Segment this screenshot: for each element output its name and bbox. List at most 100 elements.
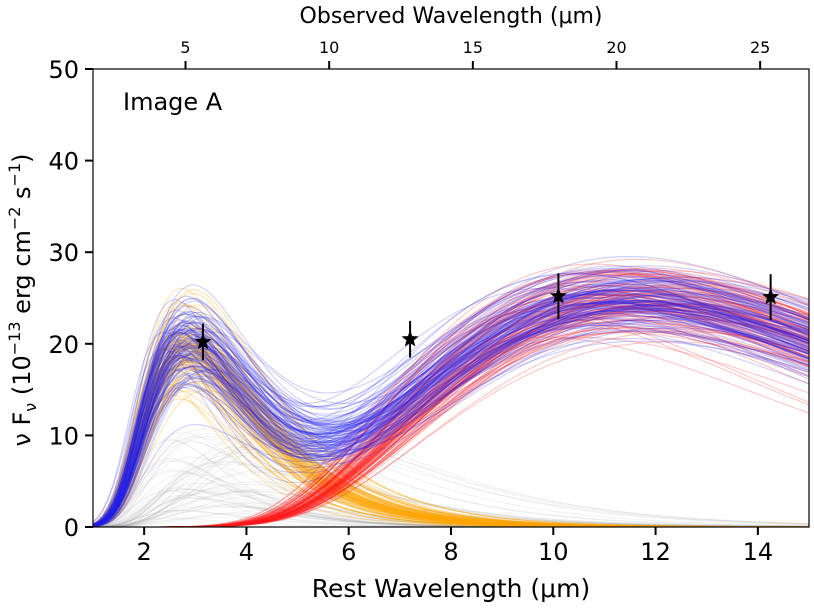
other-model-curve bbox=[93, 452, 809, 527]
other-model-curve bbox=[93, 461, 809, 527]
total-model-curve bbox=[93, 277, 809, 527]
other-model-curve bbox=[93, 446, 809, 527]
total-model-curve bbox=[93, 301, 809, 527]
cold-dust-curve bbox=[93, 305, 809, 527]
total-model-curve bbox=[93, 272, 809, 527]
total-model-curve bbox=[93, 324, 809, 526]
total-model-curve bbox=[93, 278, 809, 527]
cold-dust-curve bbox=[93, 285, 809, 527]
total-model-curve bbox=[93, 289, 809, 527]
total-model-curve bbox=[93, 276, 809, 526]
y-label-mid2: s bbox=[8, 186, 36, 206]
total-model-curve bbox=[93, 287, 809, 527]
other-model-curve bbox=[93, 487, 809, 527]
total-model-curve bbox=[93, 275, 809, 525]
plot-area bbox=[93, 255, 809, 527]
total-model-curve bbox=[93, 310, 809, 527]
total-model-curve bbox=[93, 271, 809, 527]
y-label-exp3: −1 bbox=[5, 163, 24, 187]
total-model-curve bbox=[93, 295, 809, 527]
total-model-curve bbox=[93, 332, 809, 526]
total-model-curve bbox=[93, 293, 809, 527]
cold-dust-curve bbox=[93, 313, 809, 527]
top-tick-label: 25 bbox=[750, 38, 770, 57]
total-model-curve bbox=[93, 265, 809, 527]
cold-dust-curve bbox=[93, 315, 809, 527]
cold-dust-curve bbox=[93, 307, 809, 527]
total-model-curve bbox=[93, 309, 809, 527]
total-model-curve bbox=[93, 293, 809, 526]
total-model-curve bbox=[93, 267, 809, 527]
cold-dust-curve bbox=[93, 296, 809, 527]
y-tick-label: 20 bbox=[48, 331, 79, 359]
cold-dust-curve bbox=[93, 275, 809, 527]
data-point-star bbox=[549, 287, 567, 304]
total-model-curve bbox=[93, 305, 809, 526]
cold-dust-curve bbox=[93, 276, 809, 527]
y-label-mid: erg cm bbox=[8, 230, 36, 321]
total-model-curve bbox=[93, 305, 809, 525]
other-model-curve bbox=[93, 490, 809, 527]
total-model-curve bbox=[93, 315, 809, 527]
other-model-curve bbox=[93, 509, 809, 527]
total-model-curve bbox=[93, 281, 809, 527]
total-model-curve bbox=[93, 290, 809, 527]
cold-dust-curve bbox=[93, 272, 809, 527]
cold-dust-curve bbox=[93, 280, 809, 527]
total-model-curve bbox=[93, 270, 809, 526]
cold-dust-curve bbox=[93, 320, 809, 527]
total-model-curve bbox=[93, 322, 809, 527]
cold-dust-curve bbox=[93, 300, 809, 527]
y-label-exp2: −2 bbox=[5, 207, 24, 231]
cold-dust-curve bbox=[93, 270, 809, 527]
total-model-curve bbox=[93, 281, 809, 526]
total-model-curve bbox=[93, 296, 809, 527]
total-model-curve bbox=[93, 298, 809, 525]
total-model-curve bbox=[93, 299, 809, 525]
cold-dust-curve bbox=[93, 293, 809, 527]
cold-dust-curve bbox=[93, 294, 809, 527]
cold-dust-curve bbox=[93, 296, 809, 527]
other-model-curve bbox=[93, 502, 809, 527]
total-model-curve bbox=[93, 265, 809, 527]
cold-dust-curve bbox=[93, 300, 809, 527]
x-tick-label: 2 bbox=[137, 538, 152, 566]
total-model-curve bbox=[93, 319, 809, 527]
x-tick-label: 12 bbox=[640, 538, 671, 566]
total-model-curve bbox=[93, 289, 809, 527]
y-label-main: ν F bbox=[8, 412, 36, 447]
cold-dust-curve bbox=[93, 288, 809, 527]
total-model-curve bbox=[93, 324, 809, 527]
hot-dust-curve bbox=[93, 383, 809, 527]
other-model-curve bbox=[93, 463, 809, 527]
total-model-curve bbox=[93, 287, 809, 527]
other-model-curve bbox=[93, 472, 809, 527]
total-model-curve bbox=[93, 284, 809, 527]
total-model-curve bbox=[93, 307, 809, 527]
total-model-curve bbox=[93, 279, 809, 527]
total-model-curve bbox=[93, 302, 809, 527]
cold-dust-curve bbox=[93, 273, 809, 527]
top-tick-label: 15 bbox=[463, 38, 483, 57]
total-model-curve bbox=[93, 269, 809, 527]
total-model-curve bbox=[93, 340, 809, 527]
total-model-curve bbox=[93, 301, 809, 527]
other-model-curve bbox=[93, 470, 809, 527]
cold-dust-curve bbox=[93, 273, 809, 527]
other-model-curve bbox=[93, 481, 809, 527]
top-tick-label: 20 bbox=[606, 38, 626, 57]
other-model-curve bbox=[93, 437, 809, 527]
total-model-curve bbox=[93, 319, 809, 527]
total-model-curve bbox=[93, 319, 809, 525]
cold-dust-curve bbox=[93, 305, 809, 527]
other-model-curve bbox=[93, 429, 809, 527]
cold-dust-curve bbox=[93, 270, 809, 527]
total-model-curve bbox=[93, 298, 809, 527]
total-model-curve bbox=[93, 287, 809, 527]
total-model-curve bbox=[93, 282, 809, 527]
cold-dust-curve bbox=[93, 290, 809, 527]
x-axis-label: Rest Wavelength (μm) bbox=[312, 574, 590, 603]
total-model-curve bbox=[93, 292, 809, 527]
y-label-close: ) bbox=[8, 153, 36, 162]
